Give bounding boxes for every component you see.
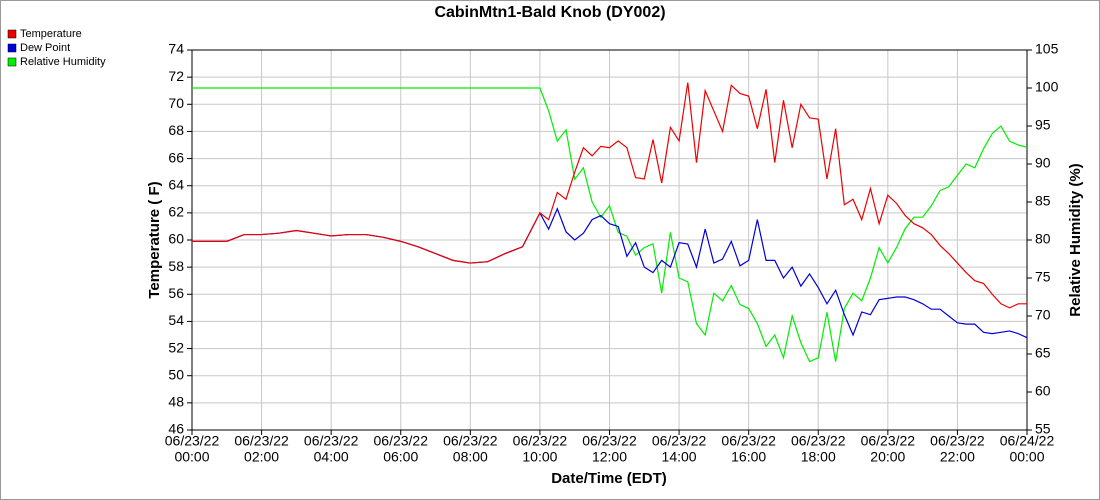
y-tick-label: 52 — [168, 339, 184, 355]
y2-tick-label: 70 — [1035, 307, 1051, 323]
y-axis-title: Temperature ( F) — [146, 181, 163, 298]
x-tick-date: 06/23/22 — [721, 433, 776, 449]
y-tick-label: 70 — [168, 95, 184, 111]
x-tick-date: 06/23/22 — [930, 433, 985, 449]
y2-tick-label: 90 — [1035, 155, 1051, 171]
y-tick-label: 64 — [168, 176, 184, 192]
y-tick-label: 74 — [168, 41, 184, 57]
y-tick-label: 72 — [168, 68, 184, 84]
x-tick-label: 22:00 — [940, 449, 975, 465]
y-tick-label: 50 — [168, 366, 184, 382]
x-tick-date: 06/24/22 — [1000, 433, 1055, 449]
x-tick-label: 10:00 — [522, 449, 557, 465]
series-line — [192, 87, 1028, 363]
x-tick-label: 08:00 — [453, 449, 488, 465]
x-tick-date: 06/23/22 — [165, 433, 220, 449]
x-tick-date: 06/23/22 — [374, 433, 429, 449]
y2-tick-label: 60 — [1035, 383, 1051, 399]
x-tick-label: 20:00 — [870, 449, 905, 465]
x-tick-date: 06/23/22 — [791, 433, 846, 449]
y-tick-label: 46 — [168, 421, 184, 437]
legend: Temperature Dew Point Relative Humidity — [7, 28, 106, 68]
y2-tick-label: 100 — [1035, 79, 1059, 95]
y-tick-label: 48 — [168, 394, 184, 410]
y2-tick-label: 55 — [1035, 421, 1051, 437]
y-tick-label: 58 — [168, 258, 184, 274]
y-tick-label: 66 — [168, 149, 184, 165]
x-tick-date: 06/23/22 — [652, 433, 707, 449]
y2-tick-label: 85 — [1035, 193, 1051, 209]
y2-axis-title: Relative Humidity (%) — [1067, 163, 1084, 316]
legend-label: Relative Humidity — [20, 56, 106, 68]
x-tick-label: 00:00 — [1009, 449, 1044, 465]
y2-tick-label: 75 — [1035, 269, 1051, 285]
y2-tick-label: 65 — [1035, 345, 1051, 361]
x-tick-date: 06/23/22 — [304, 433, 359, 449]
legend-swatch — [7, 57, 17, 67]
x-tick-label: 04:00 — [314, 449, 349, 465]
y-tick-label: 62 — [168, 204, 184, 220]
legend-swatch — [7, 29, 17, 39]
x-tick-label: 00:00 — [174, 449, 209, 465]
y-tick-label: 56 — [168, 285, 184, 301]
legend-label: Temperature — [20, 28, 82, 40]
x-tick-label: 02:00 — [244, 449, 279, 465]
legend-swatch — [7, 43, 17, 53]
legend-label: Dew Point — [20, 42, 70, 54]
x-tick-date: 06/23/22 — [513, 433, 568, 449]
y-tick-label: 60 — [168, 231, 184, 247]
plot-area — [191, 49, 1028, 431]
chart-title: CabinMtn1-Bald Knob (DY002) — [434, 4, 665, 21]
x-tick-label: 18:00 — [801, 449, 836, 465]
y2-tick-label: 105 — [1035, 41, 1059, 57]
y-tick-label: 54 — [168, 312, 184, 328]
x-axis-title: Date/Time (EDT) — [551, 470, 667, 487]
y2-tick-label: 80 — [1035, 231, 1051, 247]
x-tick-label: 12:00 — [592, 449, 627, 465]
series-line — [192, 82, 1027, 309]
x-tick-label: 14:00 — [662, 449, 697, 465]
x-tick-label: 16:00 — [731, 449, 766, 465]
x-tick-date: 06/23/22 — [234, 433, 289, 449]
x-tick-date: 06/23/22 — [861, 433, 916, 449]
y2-tick-label: 95 — [1035, 117, 1051, 133]
x-tick-date: 06/23/22 — [443, 433, 498, 449]
x-tick-label: 06:00 — [383, 449, 418, 465]
x-tick-date: 06/23/22 — [582, 433, 637, 449]
y-tick-label: 68 — [168, 122, 184, 138]
